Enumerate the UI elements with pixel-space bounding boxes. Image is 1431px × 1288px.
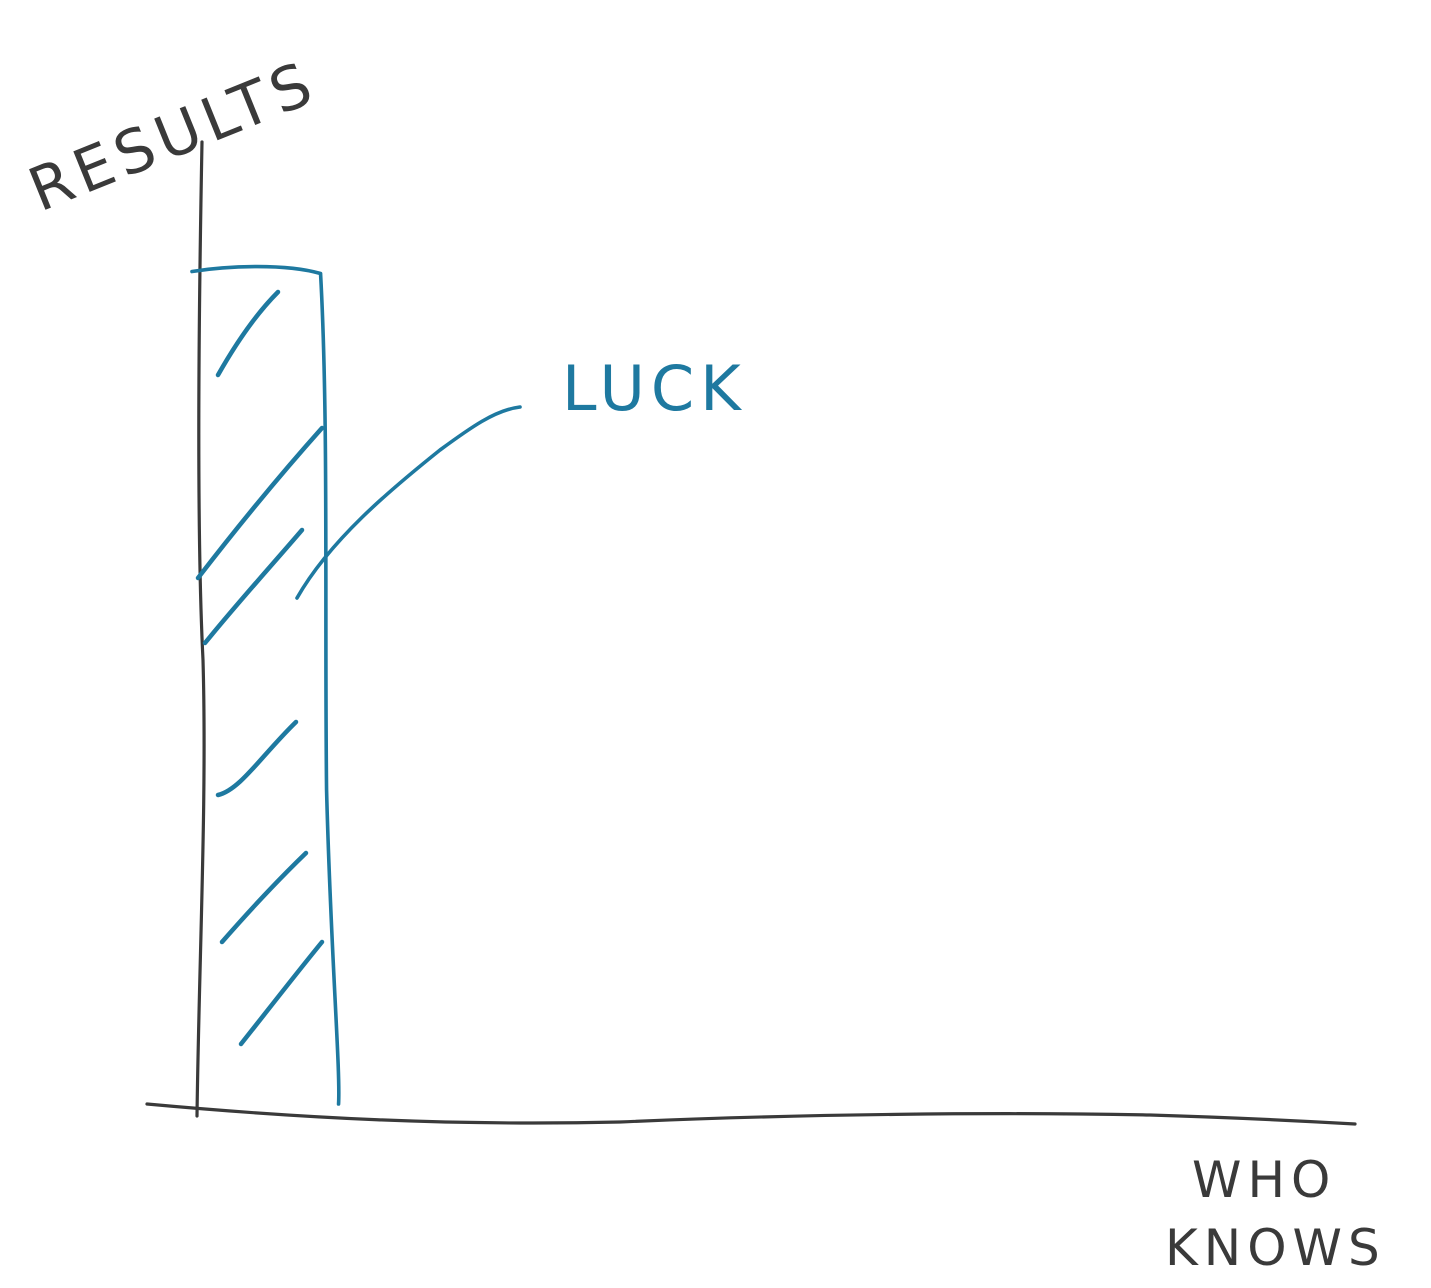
hatch-mark xyxy=(202,527,305,646)
x-axis-label-line-2: KNOWS xyxy=(1165,1219,1386,1277)
annotation-luck: LUCK xyxy=(562,352,747,425)
hatch-mark xyxy=(238,939,325,1047)
x-axis-line xyxy=(145,1102,1357,1126)
hatch-mark xyxy=(215,289,281,378)
hatch-mark xyxy=(215,719,299,798)
y-axis-label: RESULTS xyxy=(19,47,327,226)
y-axis-line xyxy=(195,140,206,1118)
bar-luck xyxy=(190,264,341,1106)
bar-hatching xyxy=(195,289,325,1047)
hatch-mark xyxy=(219,850,309,945)
x-axis-label-line-1: WHO xyxy=(1192,1151,1336,1209)
hatch-mark xyxy=(195,425,325,581)
luck-leader-line xyxy=(295,405,522,600)
